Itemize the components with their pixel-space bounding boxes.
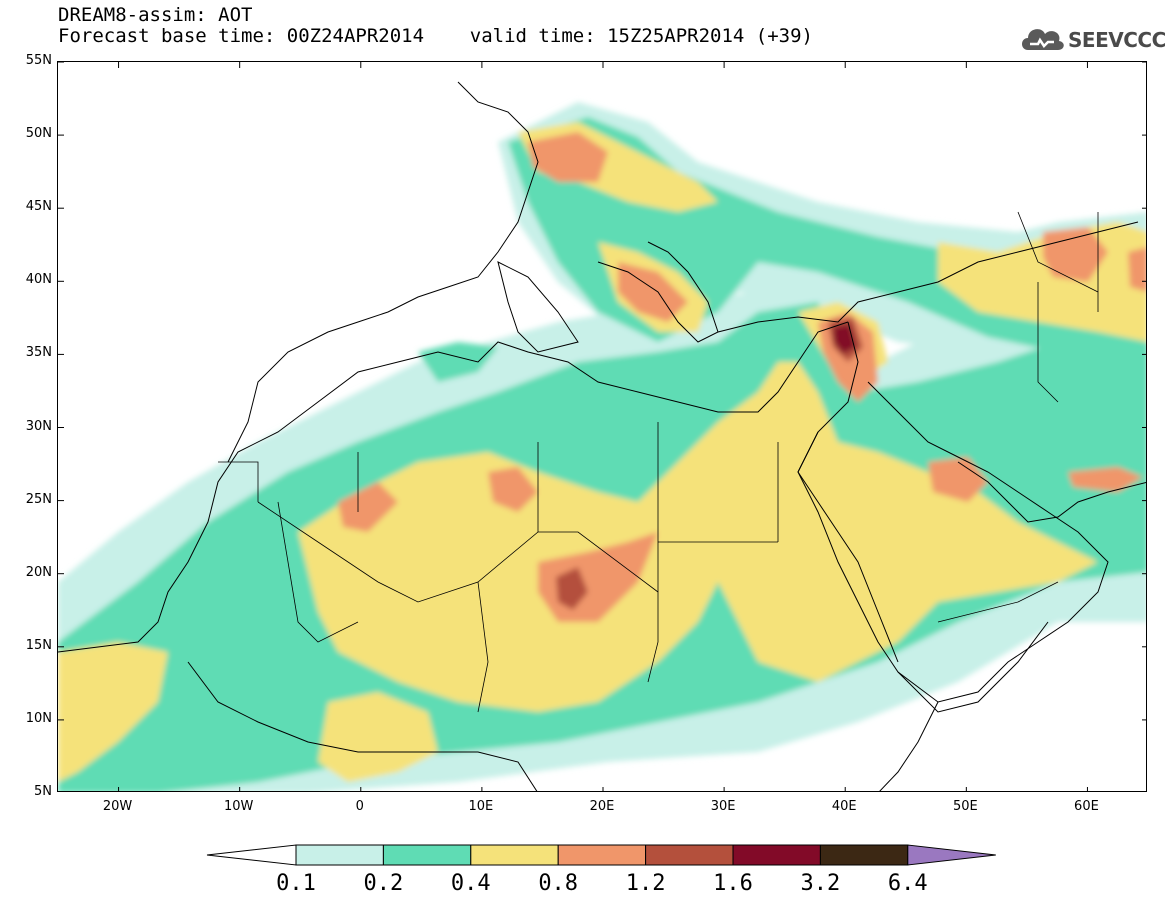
aot-band-0.4 [318,692,438,782]
colorbar-level-label: 0.8 [538,871,579,896]
aot-band-0.8 [1043,227,1108,282]
map-panel [57,61,1147,792]
colorbar-level-label: 3.2 [800,871,841,896]
colorbar-bin [295,844,384,866]
colorbar [206,844,996,866]
title-line-2: Forecast base time: 00Z24APR2014 valid t… [58,25,813,47]
lat-tick-label: 30N [25,418,52,434]
colorbar-level-label: 1.6 [713,871,753,896]
colorbar-above-arrow [907,844,996,866]
lat-tick-label: 25N [25,491,52,507]
logo-text: SEEVCCC [1068,28,1165,52]
aot-band-0.8 [1128,247,1146,292]
colorbar-bin [819,844,909,866]
lon-tick-label: 40E [831,799,857,814]
colorbar-level-label: 1.2 [625,871,666,896]
colorbar-bin [557,844,647,866]
grid-ticks [58,62,1146,791]
lon-tick-label: 50E [952,799,978,814]
country-borders [218,211,1099,713]
lat-tick-label: 50N [25,126,52,142]
aot-band-0.8 [1068,467,1143,492]
colorbar-level-label: 0.4 [450,871,491,896]
seevccc-logo: SEEVCCC [1018,20,1165,60]
colorbar-bin [470,844,559,866]
lon-tick-label: 30E [710,799,736,814]
colorbar-bin [732,844,821,866]
lat-tick-label: 20N [25,564,52,580]
aot-field [58,102,1146,791]
lon-tick-label: 10W [223,799,254,814]
lon-tick-label: 60E [1074,799,1099,814]
aot-band-0.4 [298,362,1098,712]
lon-tick-label: 10E [468,799,494,814]
colorbar-bin [382,844,472,866]
aot-band-1.2 [556,567,588,610]
aot-band-0.8 [488,467,538,512]
aot-band-0.4 [58,642,168,782]
lat-tick-label: 10N [25,710,52,726]
lat-tick-label: 35N [25,345,52,361]
lat-tick-label: 5N [34,784,52,799]
coastlines [58,81,1146,791]
lat-tick-label: 55N [25,53,52,68]
colorbar-bin [645,844,734,866]
lat-tick-label: 45N [25,199,52,215]
lat-tick-label: 15N [25,637,52,653]
title-line-1: DREAM8-assim: AOT [58,4,253,26]
colorbar-below-arrow [206,844,297,866]
colorbar-level-label: 0.1 [276,871,316,896]
aot-map [58,62,1146,791]
cloud-logo-icon [1022,29,1064,50]
colorbar-level-label: 0.2 [363,871,404,896]
lon-tick-label: 20E [589,799,615,814]
lon-tick-label: 0 [355,799,364,814]
aot-band-0.8 [928,457,988,502]
colorbar-level-label: 6.4 [887,871,928,896]
aot-band-0.8 [528,132,608,182]
lat-tick-label: 40N [25,272,52,288]
lon-tick-label: 20W [102,799,133,814]
aot-band-0.8 [338,482,398,532]
